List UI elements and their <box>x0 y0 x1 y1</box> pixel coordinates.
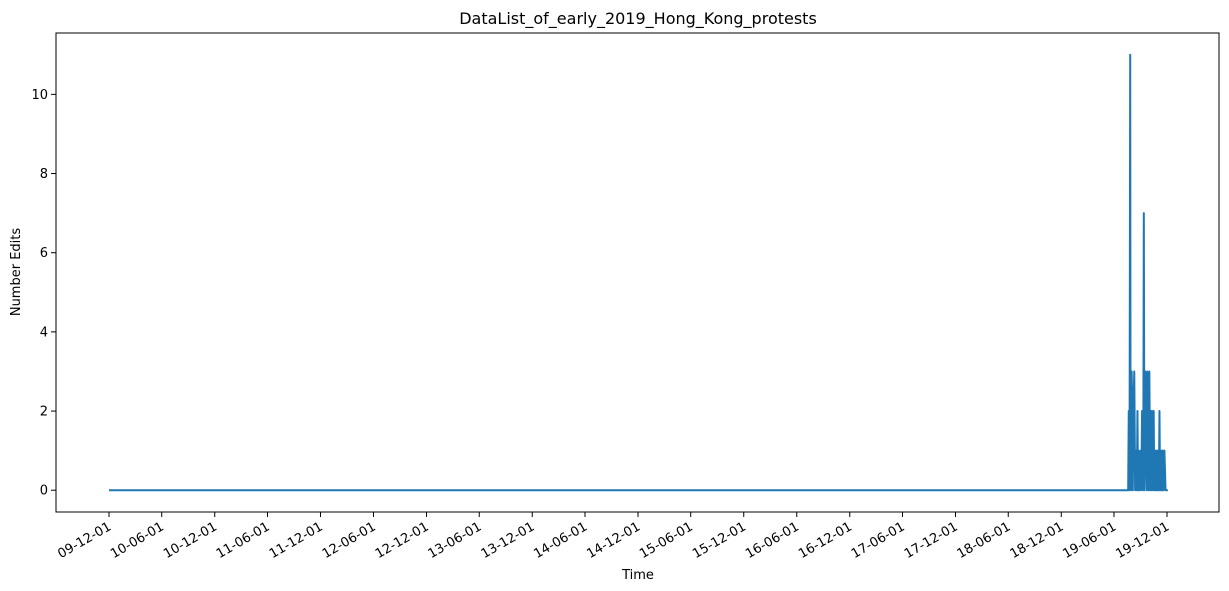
chart-title: DataList_of_early_2019_Hong_Kong_protest… <box>459 9 817 29</box>
x-tick-label: 19-06-01 <box>1060 519 1119 561</box>
x-tick-label: 17-06-01 <box>849 519 908 561</box>
x-axis-label: Time <box>621 568 654 583</box>
x-tick-label: 12-12-01 <box>373 519 432 561</box>
x-tick-label: 13-06-01 <box>426 519 485 561</box>
x-tick-label: 10-12-01 <box>161 519 220 561</box>
y-tick-label: 4 <box>40 325 48 340</box>
y-tick-label: 6 <box>40 246 48 261</box>
plot-frame <box>55 32 1220 513</box>
y-tick-label: 0 <box>40 484 48 499</box>
x-tick-label: 15-12-01 <box>690 519 749 561</box>
x-axis: 09-12-0110-06-0110-12-0111-06-0111-12-01… <box>55 512 1172 562</box>
x-tick-label: 10-06-01 <box>108 519 167 561</box>
x-tick-label: 16-06-01 <box>743 519 802 561</box>
x-tick-label: 15-06-01 <box>637 519 696 561</box>
x-tick-label: 19-12-01 <box>1113 519 1172 561</box>
y-axis: 0 2 4 6 8 10 <box>31 88 56 499</box>
x-tick-label: 14-06-01 <box>531 519 590 561</box>
x-tick-label: 17-12-01 <box>902 519 961 561</box>
x-tick-label: 09-12-01 <box>55 519 114 561</box>
series-line <box>109 53 1168 492</box>
x-tick-label: 14-12-01 <box>584 519 643 561</box>
x-tick-label: 16-12-01 <box>796 519 855 561</box>
x-tick-label: 18-06-01 <box>955 519 1014 561</box>
y-tick-label: 8 <box>40 167 48 182</box>
x-tick-label: 13-12-01 <box>479 519 538 561</box>
x-tick-label: 11-12-01 <box>267 519 326 561</box>
y-tick-label: 10 <box>31 88 48 103</box>
x-tick-label: 12-06-01 <box>320 519 379 561</box>
x-tick-label: 18-12-01 <box>1008 519 1067 561</box>
y-axis-label: Number Edits <box>9 228 24 317</box>
y-tick-label: 2 <box>40 405 48 420</box>
x-tick-label: 11-06-01 <box>214 519 273 561</box>
